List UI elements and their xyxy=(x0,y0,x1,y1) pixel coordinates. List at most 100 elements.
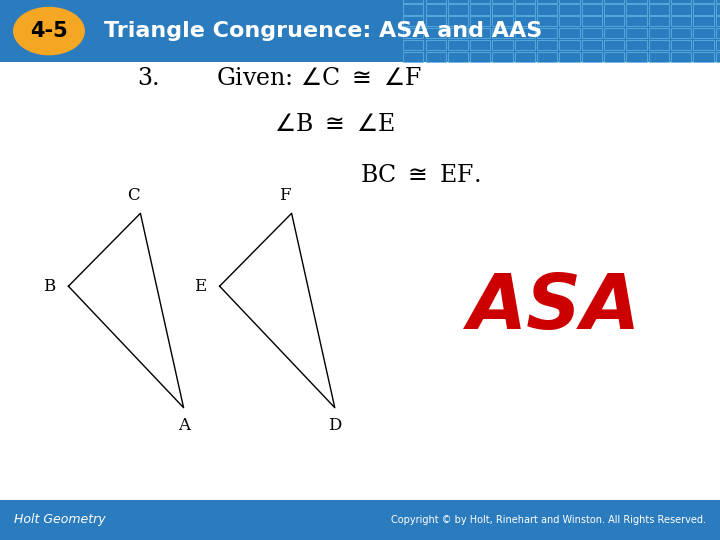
Bar xyxy=(426,16,446,26)
Bar xyxy=(649,52,669,62)
Bar xyxy=(582,0,602,3)
Bar xyxy=(426,52,446,62)
Bar xyxy=(604,0,624,3)
Bar xyxy=(582,16,602,26)
Bar xyxy=(716,0,720,3)
Bar xyxy=(559,28,580,38)
Bar xyxy=(604,4,624,15)
Bar xyxy=(693,4,714,15)
Text: ASA: ASA xyxy=(468,271,641,345)
Bar xyxy=(470,16,490,26)
Bar xyxy=(693,52,714,62)
Bar xyxy=(448,16,468,26)
Text: A: A xyxy=(178,417,189,434)
Bar xyxy=(426,0,446,3)
Bar xyxy=(448,40,468,50)
Bar xyxy=(492,0,513,3)
Bar xyxy=(492,52,513,62)
Bar xyxy=(470,52,490,62)
Bar xyxy=(716,16,720,26)
Bar xyxy=(470,0,490,3)
Bar xyxy=(492,16,513,26)
Bar xyxy=(470,4,490,15)
Text: Given: $\angle$C $\cong$ $\angle$F: Given: $\angle$C $\cong$ $\angle$F xyxy=(216,67,422,90)
Bar xyxy=(604,16,624,26)
Ellipse shape xyxy=(13,6,85,56)
Bar xyxy=(649,0,669,3)
Bar xyxy=(649,40,669,50)
Bar xyxy=(626,28,647,38)
Bar xyxy=(693,28,714,38)
Bar xyxy=(492,40,513,50)
Bar xyxy=(582,4,602,15)
Bar xyxy=(671,4,691,15)
Bar xyxy=(693,16,714,26)
Bar xyxy=(582,28,602,38)
Bar xyxy=(559,52,580,62)
Bar xyxy=(671,28,691,38)
Bar xyxy=(448,52,468,62)
Bar xyxy=(626,4,647,15)
Bar xyxy=(515,4,535,15)
Text: 3.: 3. xyxy=(137,67,159,90)
Bar xyxy=(693,40,714,50)
Bar xyxy=(649,28,669,38)
Bar xyxy=(403,0,423,3)
Bar xyxy=(582,40,602,50)
Bar xyxy=(426,40,446,50)
Bar xyxy=(515,52,535,62)
Bar xyxy=(0,0,720,62)
Bar xyxy=(492,4,513,15)
Bar xyxy=(448,0,468,3)
Bar xyxy=(515,28,535,38)
Bar xyxy=(671,0,691,3)
Bar xyxy=(626,40,647,50)
Bar xyxy=(403,16,423,26)
Bar xyxy=(537,28,557,38)
Bar xyxy=(716,40,720,50)
Bar xyxy=(515,0,535,3)
Bar xyxy=(537,16,557,26)
Bar xyxy=(604,40,624,50)
Bar xyxy=(716,4,720,15)
Text: Triangle Congruence: ASA and AAS: Triangle Congruence: ASA and AAS xyxy=(104,21,543,41)
Bar xyxy=(537,4,557,15)
Text: E: E xyxy=(194,278,207,295)
Bar xyxy=(649,16,669,26)
Text: C: C xyxy=(127,187,140,204)
Bar xyxy=(403,40,423,50)
Bar xyxy=(582,52,602,62)
Bar xyxy=(470,40,490,50)
Bar xyxy=(604,52,624,62)
Bar xyxy=(515,40,535,50)
Bar xyxy=(448,4,468,15)
Bar xyxy=(626,16,647,26)
Bar xyxy=(403,4,423,15)
Bar xyxy=(716,52,720,62)
Text: F: F xyxy=(279,187,291,204)
Bar xyxy=(671,40,691,50)
Text: 4-5: 4-5 xyxy=(30,21,68,41)
Text: Copyright © by Holt, Rinehart and Winston. All Rights Reserved.: Copyright © by Holt, Rinehart and Winsto… xyxy=(391,515,706,525)
Bar xyxy=(0,500,720,540)
Bar xyxy=(470,28,490,38)
Bar xyxy=(559,40,580,50)
Text: B: B xyxy=(43,278,55,295)
Bar xyxy=(559,16,580,26)
Bar xyxy=(626,52,647,62)
Bar xyxy=(448,28,468,38)
Bar xyxy=(693,0,714,3)
Bar xyxy=(559,4,580,15)
Bar xyxy=(671,16,691,26)
Text: Holt Geometry: Holt Geometry xyxy=(14,513,106,526)
Text: BC $\cong$ EF.: BC $\cong$ EF. xyxy=(360,164,480,187)
Bar xyxy=(515,16,535,26)
Bar xyxy=(492,28,513,38)
Bar xyxy=(716,28,720,38)
Bar xyxy=(537,52,557,62)
Bar xyxy=(426,4,446,15)
Bar xyxy=(537,40,557,50)
Bar xyxy=(426,28,446,38)
Bar xyxy=(559,0,580,3)
Text: D: D xyxy=(328,417,341,434)
